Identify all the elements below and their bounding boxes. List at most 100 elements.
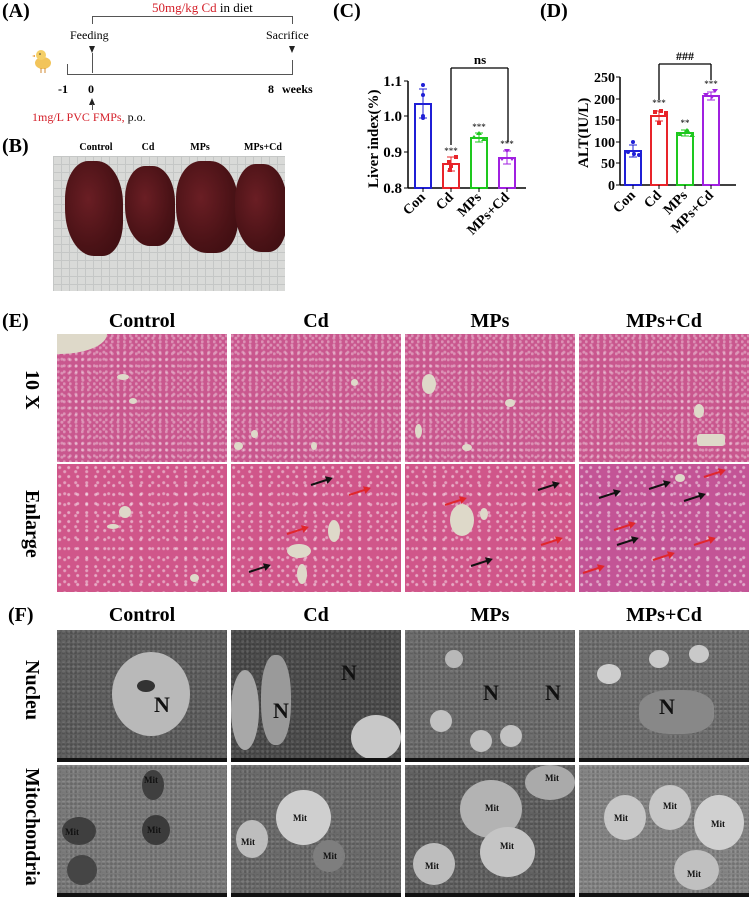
mito-marker: Mit [144, 775, 158, 785]
red-arrow-icon [693, 537, 714, 546]
he-row-enlarge: Enlarge [21, 490, 43, 558]
in-diet-text: in diet [216, 0, 253, 15]
liver-bar-con [414, 83, 432, 189]
svg-text:Con: Con [401, 190, 429, 218]
red-arrow-icon [582, 565, 603, 574]
duckling-icon [32, 50, 51, 73]
cd-diet-label: 50mg/kg Cd in diet [152, 0, 253, 16]
nucleus-marker: N [154, 692, 170, 717]
mp-arrow-stem [92, 104, 93, 110]
red-arrow-icon [703, 469, 724, 478]
em-nucleus-cd: N N [231, 630, 401, 762]
alt-ylabel: ALT(IU/L) [576, 98, 592, 168]
feeding-label: Feeding [70, 28, 109, 42]
svg-text:250: 250 [594, 71, 615, 86]
black-arrow-icon [248, 564, 269, 573]
svg-text:1.1: 1.1 [383, 74, 402, 90]
liver-ns-bracket: ns [450, 52, 509, 145]
em-mito-mps: Mit Mit Mit Mit [405, 765, 575, 897]
tick-minus1: -1 [58, 82, 68, 96]
em-mito-mpscd: Mit Mit Mit Mit [579, 765, 749, 897]
mito-marker: Mit [425, 861, 439, 871]
liver-index-yticks: 1.1 1.0 0.9 0.8 [383, 74, 408, 197]
mito-marker: Mit [500, 841, 514, 851]
svg-text:0: 0 [608, 179, 615, 194]
svg-text:0.9: 0.9 [383, 145, 402, 161]
em-col-mpscd: MPs+Cd [626, 604, 702, 626]
alt-bar-mpscd: *** [702, 79, 720, 186]
em-row-mitochondria: Mitochondria [21, 768, 43, 886]
mito-marker: Mit [687, 869, 701, 879]
svg-text:1.0: 1.0 [383, 109, 402, 125]
mito-marker: Mit [147, 825, 161, 835]
feeding-arrow-icon [89, 46, 95, 53]
timeline-axis [67, 74, 293, 75]
he-10x-mps [405, 334, 575, 462]
liver-photo [53, 156, 285, 291]
em-nucleus-control: N [57, 630, 227, 762]
he-col-cd: Cd [303, 310, 329, 332]
mp-dose-text: 1mg/L PVC FMPs, [32, 110, 125, 124]
svg-text:ns: ns [474, 52, 486, 67]
mito-marker: Mit [293, 813, 307, 823]
he-enlarge-control [57, 464, 227, 592]
liver-lobe-mpscd [235, 164, 285, 252]
panel-f-label: (F) [8, 604, 34, 626]
liver-col-control: Control [79, 142, 113, 153]
em-nucleus-mps: N N [405, 630, 575, 762]
liver-col-mpscd: MPs+Cd [244, 142, 282, 153]
svg-text:150: 150 [594, 114, 615, 129]
timeline-start-tick [67, 64, 68, 74]
svg-text:***: *** [704, 79, 718, 89]
liver-xticks: Con Cd MPs MPs+Cd [401, 190, 513, 239]
liver-lobe-cd [125, 166, 175, 246]
sacrifice-arrow-icon [289, 46, 295, 53]
liver-index-chart: Liver index(%) 1.1 1.0 0.9 0.8 *** *** *… [366, 52, 526, 239]
liver-lobe-control [65, 161, 123, 256]
liver-lobe-mps [176, 161, 238, 253]
red-arrow-icon [652, 552, 673, 561]
svg-text:100: 100 [594, 136, 615, 151]
po-text: p.o. [124, 110, 146, 124]
em-col-control: Control [108, 604, 176, 626]
red-arrow-icon [286, 526, 307, 535]
alt-hash-bracket: ### [658, 49, 712, 100]
alt-bar-con [624, 140, 642, 186]
liver-col-cd: Cd [141, 142, 155, 153]
red-arrow-icon [613, 522, 634, 531]
alt-bar-mps: ** [676, 118, 695, 186]
alt-yticks: 250 200 150 100 50 0 [594, 71, 620, 194]
nucleus-marker: N [273, 698, 289, 723]
he-col-control: Control [108, 310, 176, 332]
panel-a-label: (A) [2, 0, 30, 22]
he-col-mps: MPs [470, 310, 510, 332]
black-arrow-icon [310, 477, 331, 486]
tick-8: 8 [268, 82, 274, 96]
weeks-label: weeks [282, 82, 313, 96]
nucleus-marker: N [341, 660, 357, 685]
panel-e-label: (E) [2, 310, 29, 332]
red-arrow-icon [540, 537, 561, 546]
liver-index-ylabel: Liver index(%) [366, 90, 382, 188]
alt-xticks: Con Cd MPs MPs+Cd [611, 188, 717, 237]
nucleus-marker: N [483, 680, 499, 705]
em-col-cd: Cd [303, 604, 329, 626]
timeline-end-tick [292, 60, 293, 74]
he-row-10x: 10 X [21, 370, 43, 410]
svg-text:Cd: Cd [434, 190, 457, 213]
svg-text:***: *** [500, 139, 514, 149]
svg-text:***: *** [652, 98, 666, 108]
em-mito-cd: Mit Mit Mit [231, 765, 401, 897]
black-arrow-icon [598, 490, 619, 499]
panel-c-label: (C) [333, 0, 361, 22]
svg-text:***: *** [472, 122, 486, 132]
panel-d-label: (D) [540, 0, 568, 22]
alt-chart: ALT(IU/L) 250 200 150 100 50 0 *** ** **… [576, 49, 736, 237]
svg-text:***: *** [444, 146, 458, 156]
liver-bar-cd: *** [442, 146, 460, 189]
mp-arrow-icon [89, 98, 95, 105]
black-arrow-icon [470, 558, 491, 567]
black-arrow-icon [683, 493, 704, 502]
he-enlarge-cd [231, 464, 401, 592]
alt-bar-cd: *** [650, 98, 668, 186]
